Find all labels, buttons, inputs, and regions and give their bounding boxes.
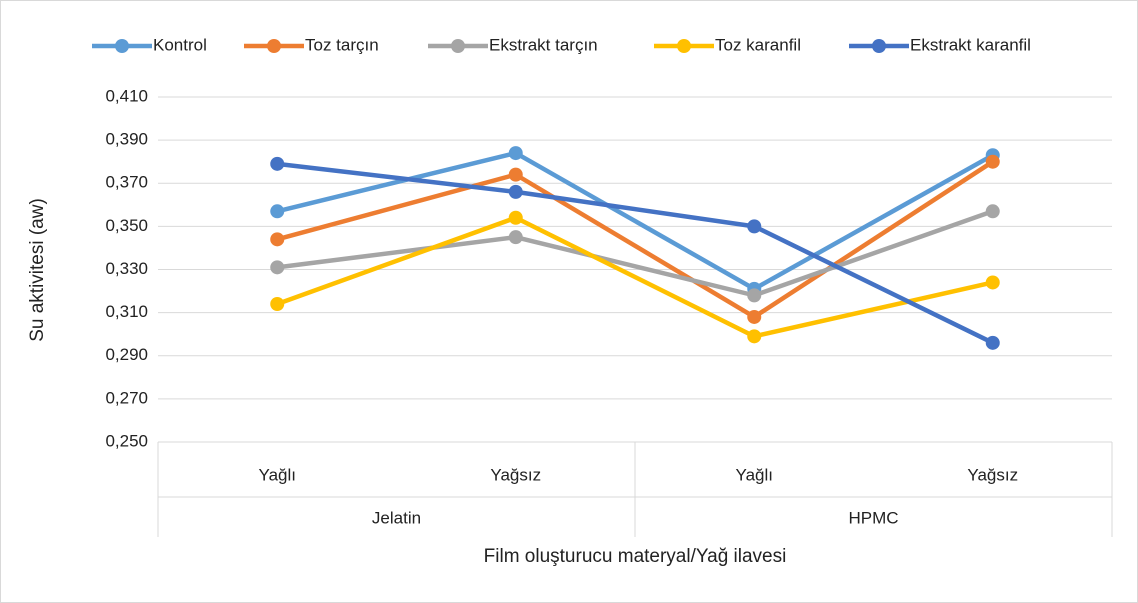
point bbox=[747, 309, 762, 324]
legend-label: Ekstrakt tarçın bbox=[489, 35, 598, 54]
y-tick-label: 0,310 bbox=[105, 302, 148, 321]
series-line bbox=[276, 159, 994, 320]
x-tick-label: Yağlı bbox=[736, 465, 774, 484]
legend-marker bbox=[872, 39, 886, 53]
point bbox=[747, 219, 762, 234]
point bbox=[270, 232, 285, 247]
legend-label: Toz tarçın bbox=[305, 35, 379, 54]
series-line bbox=[276, 161, 994, 345]
legend-label: Kontrol bbox=[153, 35, 207, 54]
legend-marker bbox=[115, 39, 129, 53]
y-tick-label: 0,290 bbox=[105, 345, 148, 364]
point bbox=[508, 167, 523, 182]
point bbox=[985, 335, 1000, 350]
point bbox=[985, 154, 1000, 169]
point bbox=[508, 210, 523, 225]
point bbox=[747, 329, 762, 344]
point bbox=[508, 146, 523, 161]
legend-label: Ekstrakt karanfil bbox=[910, 35, 1031, 54]
y-tick-label: 0,370 bbox=[105, 173, 148, 192]
y-tick-label: 0,410 bbox=[105, 86, 148, 105]
point bbox=[508, 184, 523, 199]
point bbox=[270, 260, 285, 275]
series-line bbox=[276, 209, 994, 298]
point bbox=[270, 297, 285, 311]
y-tick-label: 0,390 bbox=[105, 130, 148, 149]
y-tick-label: 0,330 bbox=[105, 259, 148, 278]
group-label: Jelatin bbox=[372, 508, 421, 527]
y-tick-label: 0,350 bbox=[105, 216, 148, 235]
legend-marker bbox=[267, 39, 281, 53]
point bbox=[270, 204, 285, 219]
y-axis-title: Su aktivitesi (aw) bbox=[27, 198, 48, 342]
x-axis-title: Film oluşturucu materyal/Yağ ilavesi bbox=[484, 546, 787, 567]
x-tick-label: Yağlı bbox=[259, 465, 297, 484]
point bbox=[508, 230, 523, 245]
point bbox=[747, 288, 762, 303]
group-label: HPMC bbox=[848, 508, 898, 527]
y-tick-label: 0,270 bbox=[105, 388, 148, 407]
legend-marker bbox=[677, 39, 691, 53]
x-tick-label: Yağsız bbox=[967, 465, 1018, 484]
point bbox=[985, 204, 1000, 219]
series-line bbox=[276, 150, 994, 292]
y-tick-label: 0,250 bbox=[105, 431, 148, 450]
point bbox=[270, 156, 285, 171]
legend-label: Toz karanfil bbox=[715, 35, 801, 54]
legend-marker bbox=[451, 39, 465, 53]
x-tick-label: Yağsız bbox=[490, 465, 541, 484]
series-line bbox=[276, 215, 994, 339]
point bbox=[985, 275, 1000, 290]
